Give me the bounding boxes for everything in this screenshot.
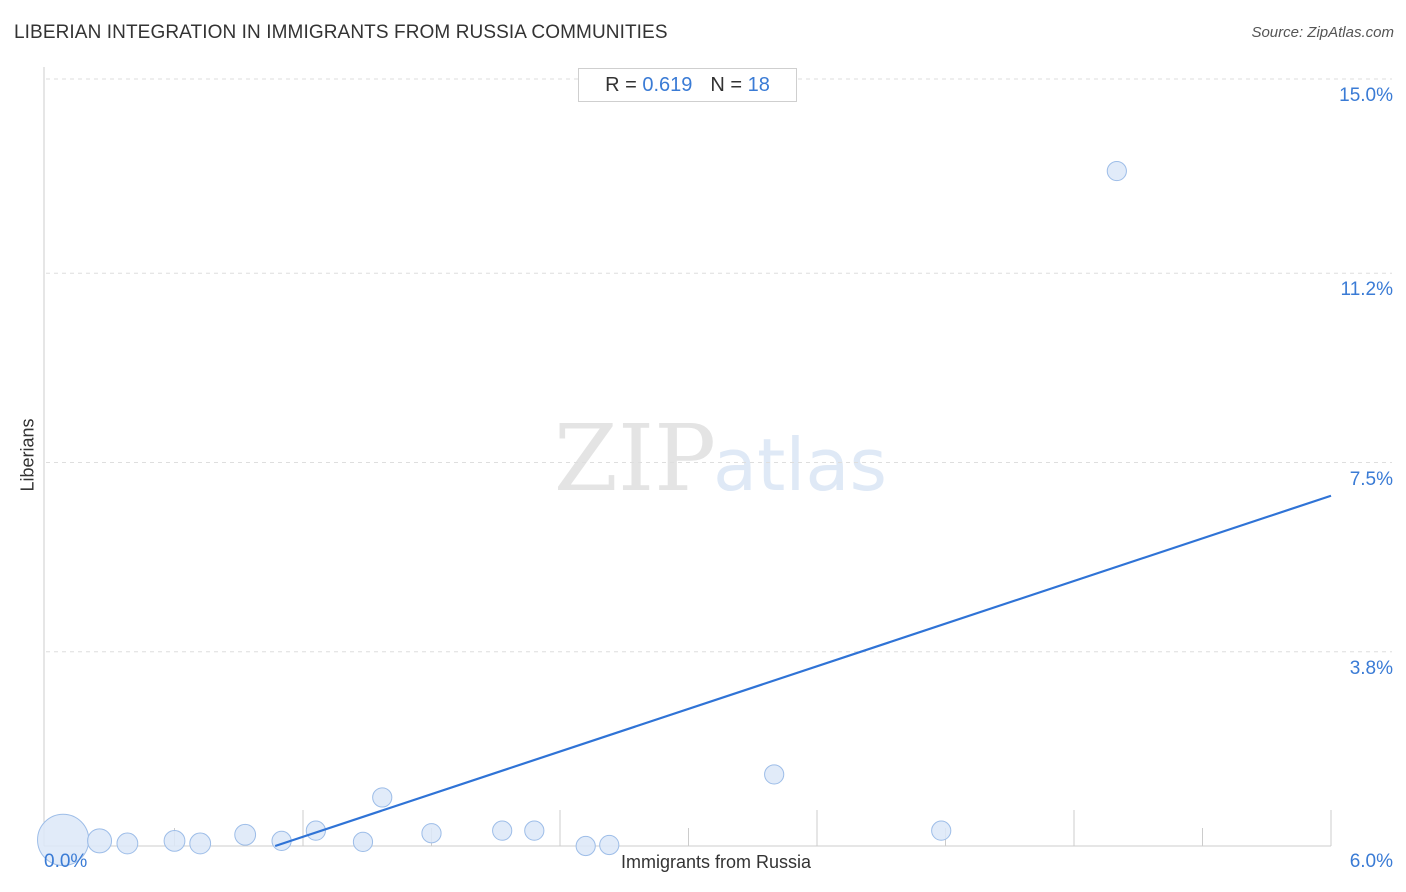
data-point-11 bbox=[492, 820, 513, 841]
data-point-14 bbox=[599, 834, 620, 856]
chart-title: LIBERIAN INTEGRATION IN IMMIGRANTS FROM … bbox=[14, 22, 668, 43]
n-value: 18 bbox=[747, 73, 770, 96]
n-label: N = bbox=[710, 73, 743, 96]
zipatlas-watermark: ZIP atlas bbox=[554, 405, 887, 512]
chart-source: Source: ZipAtlas.com bbox=[1251, 24, 1394, 41]
grid-lines bbox=[46, 78, 1392, 653]
data-point-4 bbox=[189, 832, 212, 855]
data-point-5 bbox=[234, 823, 257, 846]
data-point-8 bbox=[352, 831, 374, 853]
watermark-zip: ZIP bbox=[554, 405, 716, 512]
data-point-1 bbox=[87, 828, 113, 854]
data-point-2 bbox=[116, 832, 139, 855]
x-tick-label-1: 6.0% bbox=[1349, 851, 1393, 872]
y-tick-label-3: 3.8% bbox=[1349, 657, 1393, 679]
data-point-9 bbox=[372, 787, 393, 808]
data-point-13 bbox=[575, 835, 596, 857]
r-label: R = bbox=[605, 73, 637, 96]
data-point-7 bbox=[305, 820, 326, 841]
data-points bbox=[37, 160, 1127, 866]
trendline bbox=[274, 494, 1332, 848]
x-axis-ticks bbox=[174, 810, 1332, 846]
data-point-12 bbox=[524, 820, 545, 841]
x-tick-label-0: 0.0% bbox=[44, 851, 88, 872]
y-tick-label-2: 7.5% bbox=[1349, 468, 1393, 490]
trendline-group bbox=[274, 494, 1332, 848]
y-axis-label: Liberians bbox=[17, 418, 38, 492]
data-point-17 bbox=[1106, 160, 1127, 182]
data-point-16 bbox=[931, 820, 952, 841]
y-tick-label-1: 11.2% bbox=[1340, 279, 1393, 301]
stats-box: R = 0.619 N = 18 bbox=[578, 68, 797, 102]
data-point-10 bbox=[421, 823, 442, 844]
data-point-3 bbox=[163, 829, 186, 852]
r-value: 0.619 bbox=[642, 73, 693, 96]
axes bbox=[43, 67, 1331, 847]
data-point-15 bbox=[764, 764, 785, 785]
y-tick-label-0: 15.0% bbox=[1339, 85, 1393, 106]
watermark-atlas: atlas bbox=[713, 423, 887, 507]
x-axis-label: Immigrants from Russia bbox=[620, 852, 812, 872]
